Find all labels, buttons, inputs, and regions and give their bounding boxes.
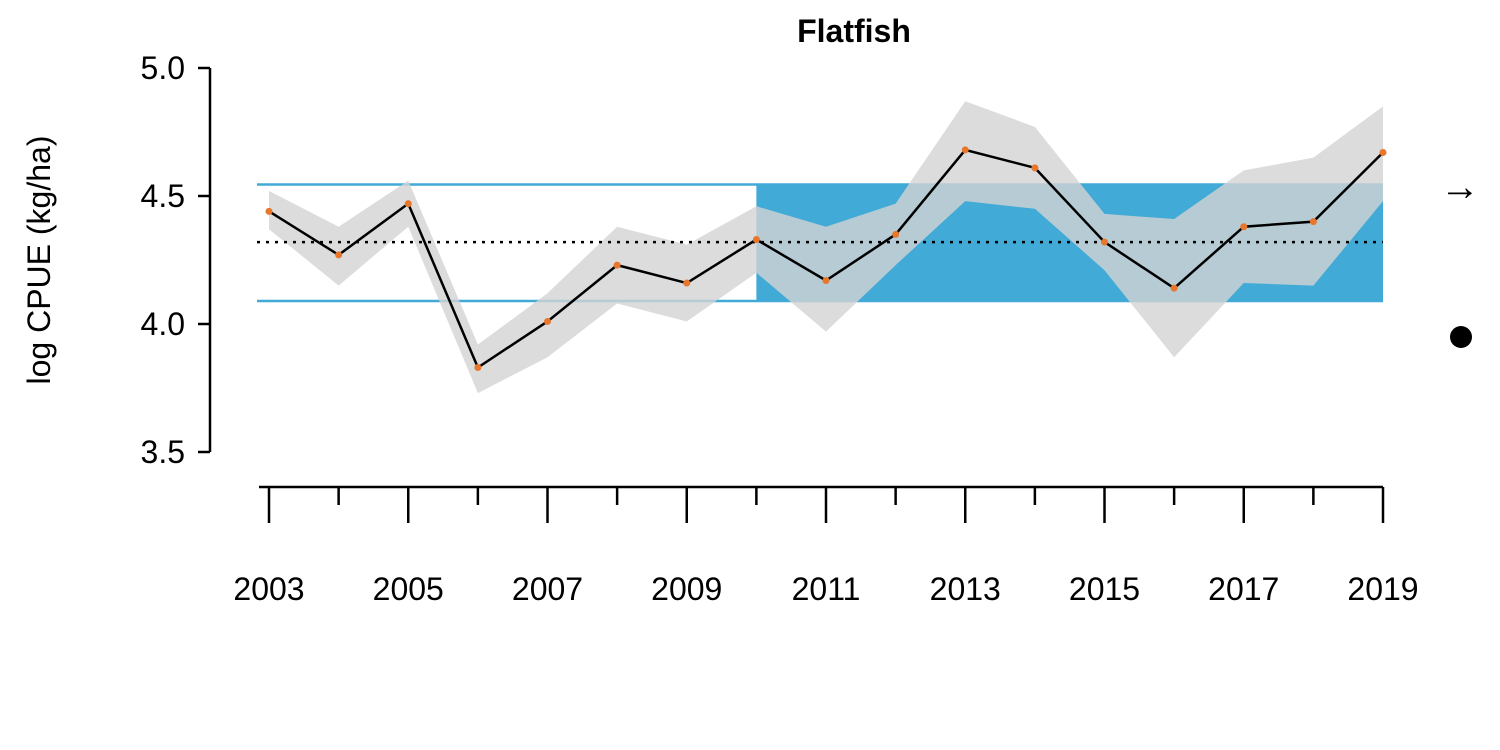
y-tick-label-4.0: 4.0	[141, 306, 185, 342]
status-dot-symbol	[1450, 326, 1472, 348]
confidence-band	[269, 101, 1383, 394]
data-point-2010	[752, 236, 760, 244]
data-point-2014	[1031, 164, 1039, 172]
y-tick-label-3.5: 3.5	[141, 434, 185, 470]
y-tick-label-4.5: 4.5	[141, 178, 185, 214]
data-point-2007	[544, 317, 551, 325]
data-point-2008	[613, 261, 621, 269]
ci-polygon	[269, 101, 1383, 394]
x-tick-label-2011: 2011	[792, 571, 861, 607]
x-tick-label-2007: 2007	[512, 571, 583, 607]
chart-title: Flatfish	[797, 13, 911, 49]
y-axis: 3.5 4.0 4.5 5.0	[141, 50, 212, 470]
data-point-2019	[1379, 148, 1387, 156]
data-point-2009	[683, 279, 691, 287]
data-point-2018	[1309, 218, 1317, 226]
x-axis: 2003 2005 2007 2009 2011 2013 2015 2017 2019	[233, 485, 1419, 607]
x-tick-label-2003: 2003	[233, 571, 304, 607]
data-point-2017	[1240, 223, 1248, 231]
data-point-2012	[892, 230, 900, 238]
x-tick-label-2019: 2019	[1347, 571, 1418, 607]
data-point-2003	[265, 207, 273, 215]
trend-arrow-symbol: →	[1440, 165, 1480, 209]
y-tick-label-5.0: 5.0	[141, 50, 185, 86]
x-tick-label-2009: 2009	[651, 571, 722, 607]
data-point-2015	[1101, 238, 1108, 246]
y-axis-label: log CPUE (kg/ha)	[21, 136, 57, 385]
data-point-2016	[1170, 284, 1178, 292]
x-tick-label-2013: 2013	[930, 571, 1001, 607]
x-tick-label-2017: 2017	[1208, 571, 1279, 607]
x-tick-label-2005: 2005	[373, 571, 444, 607]
data-point-2006	[474, 364, 482, 372]
data-points	[265, 146, 1387, 372]
data-point-2013	[961, 146, 969, 154]
x-tick-label-2015: 2015	[1069, 571, 1140, 607]
data-point-2005	[404, 200, 412, 208]
data-point-2011	[822, 276, 830, 284]
data-point-2004	[335, 251, 343, 259]
